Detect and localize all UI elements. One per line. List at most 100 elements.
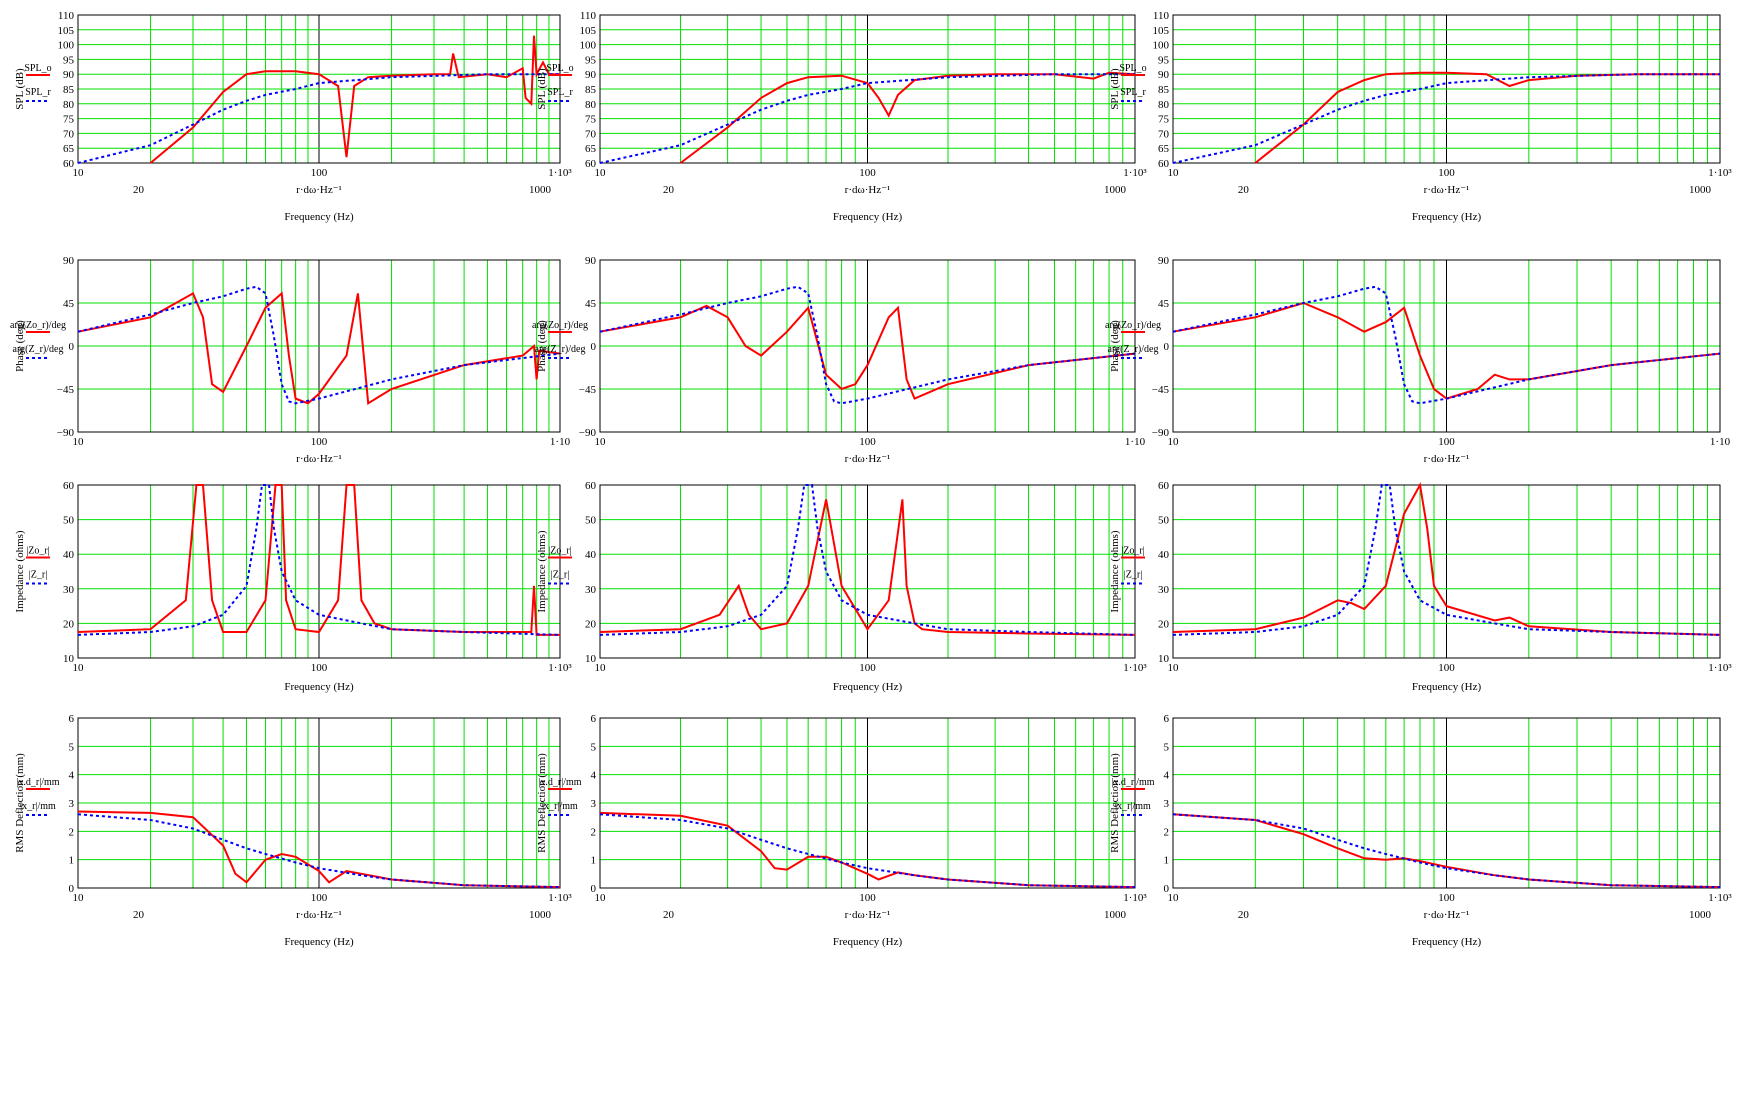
- x-axis-label: r·dω·Hz⁻¹: [296, 453, 342, 465]
- x-axis-sublabel: Frequency (Hz): [1412, 936, 1482, 948]
- series-line-2: [599, 813, 1136, 889]
- series-line-2: [1172, 484, 1721, 636]
- y-tick-label: 3: [69, 798, 75, 810]
- y-tick-label: 60: [63, 480, 75, 492]
- y-tick-label: 0: [591, 341, 597, 353]
- y-tick-label: 110: [580, 10, 597, 22]
- plot-frame: [1172, 14, 1721, 164]
- y-tick-label: 6: [1164, 713, 1170, 725]
- y-tick-label: 40: [63, 549, 75, 561]
- y-tick-label: 30: [63, 584, 75, 596]
- y-tick-label: 45: [63, 298, 75, 310]
- y-tick-label: 60: [585, 480, 597, 492]
- x-tick-label: 10: [73, 167, 85, 179]
- x-tick-label: 100: [311, 436, 328, 448]
- y-tick-label: 105: [58, 25, 75, 37]
- y-tick-label: 85: [63, 84, 75, 96]
- y-axis-label: RMS Deflection (mm): [536, 753, 548, 853]
- x-axis-label: r·dω·Hz⁻¹: [296, 909, 342, 921]
- series-line-2: [77, 73, 560, 164]
- x-tick-label: 1·10³: [1123, 892, 1147, 904]
- x-axis-label: r·dω·Hz⁻¹: [1424, 909, 1470, 921]
- y-tick-label: 65: [63, 143, 75, 155]
- legend-label-2: arg(Z_r)/deg: [535, 344, 586, 355]
- x-axis-sublabel: Frequency (Hz): [833, 211, 903, 223]
- legend-label-1: |x.d_r|/mm: [538, 777, 581, 788]
- legend-label-1: |x.d_r|/mm: [1111, 777, 1154, 788]
- plot-frame: [599, 259, 1136, 433]
- y-tick-label: 60: [1158, 158, 1170, 170]
- x-axis-label: r·dω·Hz⁻¹: [845, 453, 891, 465]
- x-tick-label: 10: [1168, 662, 1180, 674]
- x-tick-label-sub: 1000: [529, 184, 552, 196]
- plot-frame: [1172, 259, 1721, 433]
- x-tick-label: 10: [1168, 436, 1180, 448]
- y-tick-label: 1: [1164, 855, 1170, 867]
- y-tick-label: 30: [1158, 584, 1170, 596]
- y-tick-label: 10: [1158, 653, 1170, 665]
- y-tick-label: 50: [585, 515, 597, 527]
- y-axis-label: Impedance (ohms): [536, 530, 548, 612]
- y-tick-label: 5: [1164, 741, 1170, 753]
- legend-label-2: SPL_r: [25, 87, 51, 98]
- x-tick-label: 100: [859, 662, 876, 674]
- y-tick-label: 65: [1158, 143, 1170, 155]
- x-axis-sublabel: Frequency (Hz): [833, 936, 903, 948]
- x-axis-label: r·dω·Hz⁻¹: [1424, 453, 1470, 465]
- y-tick-label: −90: [579, 427, 597, 439]
- legend-label-2: |Z_r|: [551, 570, 569, 581]
- y-tick-label: 10: [63, 653, 75, 665]
- y-tick-label: 100: [1153, 40, 1170, 52]
- x-tick-label: 10: [1168, 892, 1180, 904]
- x-tick-label-sub: 20: [133, 184, 145, 196]
- y-tick-label: −45: [1152, 384, 1170, 396]
- y-tick-label: 95: [63, 54, 75, 66]
- y-axis-label: SPL (dB): [1109, 68, 1121, 110]
- legend-label-1: SPL_o: [546, 63, 573, 74]
- legend-label-2: |Z_r|: [29, 570, 47, 581]
- plot-frame: [599, 717, 1136, 889]
- plot-frame: [77, 259, 561, 433]
- series-line-1: [77, 484, 560, 636]
- y-tick-label: 0: [1164, 341, 1170, 353]
- y-tick-label: 0: [1164, 883, 1170, 895]
- y-tick-label: 95: [585, 54, 597, 66]
- y-tick-label: 80: [585, 99, 597, 111]
- y-tick-label: 4: [591, 770, 597, 782]
- legend-label-1: |x.d_r|/mm: [16, 777, 59, 788]
- legend-label-1: |Zo_r|: [548, 546, 571, 557]
- y-axis-label: Phase (deg): [536, 320, 548, 372]
- series-line-1: [1172, 301, 1721, 400]
- y-tick-label: 90: [1158, 255, 1170, 267]
- x-tick-label-sub: 1000: [1689, 184, 1712, 196]
- y-tick-label: 75: [1158, 114, 1170, 126]
- plot-frame: [1172, 484, 1721, 659]
- y-axis-label: SPL (dB): [536, 68, 548, 110]
- y-tick-label: 20: [63, 618, 75, 630]
- series-line-2: [77, 285, 561, 405]
- x-tick-label-sub: 20: [1238, 909, 1250, 921]
- x-tick-label-sub: 20: [1238, 184, 1250, 196]
- y-tick-label: 60: [1158, 480, 1170, 492]
- plot-frame: [77, 717, 561, 889]
- y-tick-label: 1: [69, 855, 75, 867]
- x-tick-label: 100: [311, 662, 328, 674]
- legend-label-1: arg(Zo_r)/deg: [1105, 320, 1161, 331]
- y-tick-label: 80: [63, 99, 75, 111]
- series-line-1: [679, 71, 1136, 164]
- x-tick-label-sub: 1000: [529, 909, 552, 921]
- x-tick-label: 1·10³: [548, 167, 572, 179]
- x-tick-label: 100: [1438, 892, 1455, 904]
- y-tick-label: 4: [1164, 770, 1170, 782]
- x-axis-label: Frequency (Hz): [284, 681, 354, 693]
- series-line-2: [599, 73, 1135, 164]
- series-line-2: [599, 484, 1136, 636]
- y-tick-label: 50: [1158, 515, 1170, 527]
- y-tick-label: −45: [57, 384, 75, 396]
- series-line-1: [599, 499, 1136, 636]
- y-tick-label: −90: [57, 427, 75, 439]
